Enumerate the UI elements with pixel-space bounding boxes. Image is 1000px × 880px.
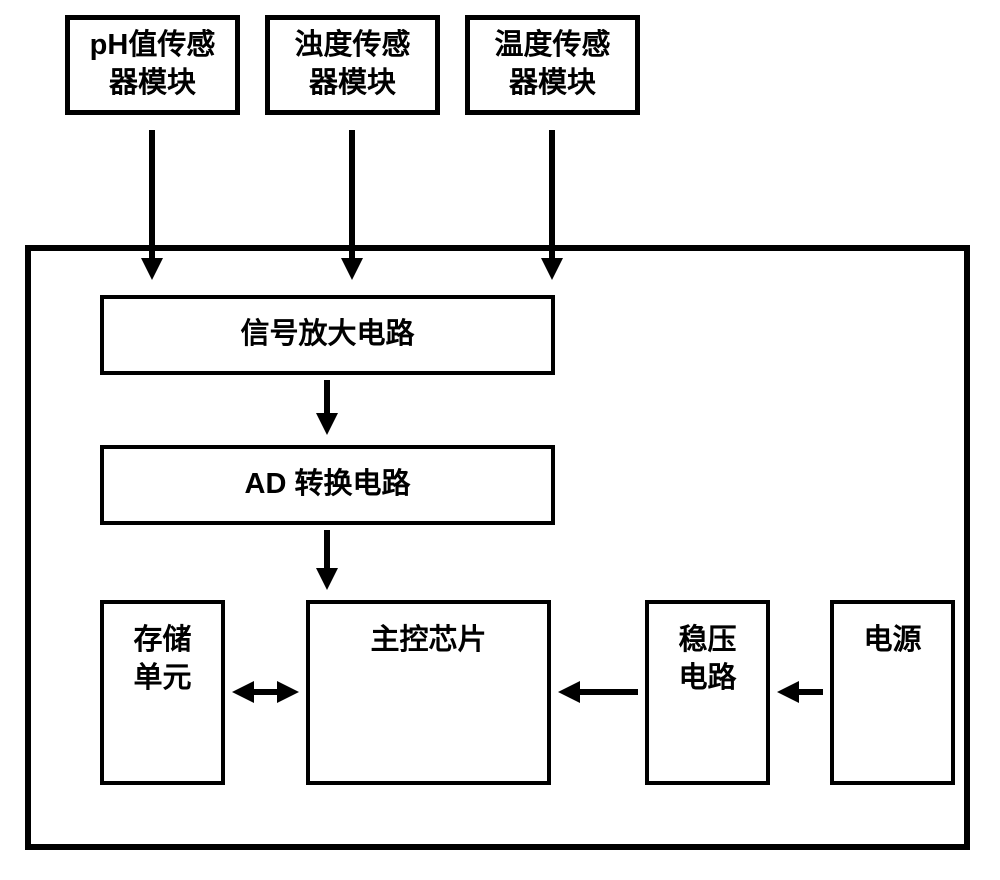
sensor-ph-label: pH值传感器模块 [90,27,216,102]
sensor-turbidity-label: 浊度传感器模块 [294,27,410,102]
mcu-box: 主控芯片 [306,600,551,785]
adc-label: AD 转换电路 [245,466,411,504]
storage-box: 存储单元 [100,600,225,785]
sensor-temp-label: 温度传感器模块 [494,27,610,102]
sensor-temp-box: 温度传感器模块 [465,15,640,115]
amp-box: 信号放大电路 [100,295,555,375]
sensor-ph-box: pH值传感器模块 [65,15,240,115]
storage-label: 存储单元 [133,622,191,697]
sensor-turbidity-box: 浊度传感器模块 [265,15,440,115]
vreg-box: 稳压电路 [645,600,770,785]
power-label: 电源 [863,622,921,660]
power-box: 电源 [830,600,955,785]
mcu-label: 主控芯片 [370,622,486,660]
amp-label: 信号放大电路 [240,316,414,354]
diagram-stage: pH值传感器模块 浊度传感器模块 温度传感器模块 信号放大电路 AD 转换电路 … [0,0,1000,880]
vreg-label: 稳压电路 [678,622,736,697]
adc-box: AD 转换电路 [100,445,555,525]
